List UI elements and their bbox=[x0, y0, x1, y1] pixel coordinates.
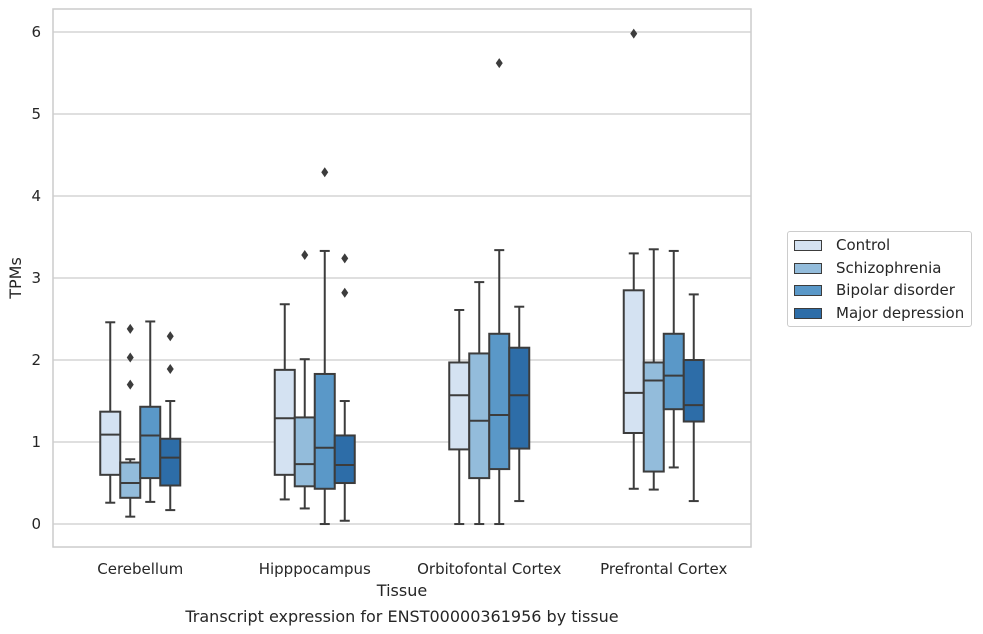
box-prefrontal-cortex-schizophrenia bbox=[642, 248, 665, 491]
legend-item-major-depression: Major depression bbox=[794, 303, 964, 323]
y-tick-label-2: 2 bbox=[31, 351, 41, 369]
box-hipppocampus-control bbox=[273, 303, 296, 501]
box-iqr bbox=[642, 361, 665, 473]
y-tick-label-5: 5 bbox=[31, 105, 41, 123]
outlier-point bbox=[301, 250, 309, 261]
legend-item-schizophrenia: Schizophrenia bbox=[794, 258, 941, 278]
box-iqr bbox=[468, 352, 491, 480]
chart-title: Transcript expression for ENST0000036195… bbox=[184, 607, 618, 626]
box-prefrontal-cortex-bipolar-disorder bbox=[662, 249, 685, 469]
legend-label-major-depression: Major depression bbox=[836, 304, 965, 322]
y-tick-label-0: 0 bbox=[31, 515, 41, 533]
box-iqr bbox=[99, 410, 122, 476]
legend-item-bipolar-disorder: Bipolar disorder bbox=[794, 280, 955, 300]
outlier-point bbox=[321, 167, 329, 178]
box-orbitofontal-cortex-schizophrenia bbox=[468, 281, 491, 526]
box-iqr bbox=[139, 405, 162, 480]
x-tick-labels: Cerebellum Hipppocampus Orbitofontal Corte… bbox=[97, 560, 727, 578]
legend-swatch-control bbox=[794, 239, 822, 251]
box-prefrontal-cortex-control bbox=[622, 28, 645, 490]
box-iqr bbox=[273, 368, 296, 476]
outlier-point bbox=[495, 58, 503, 69]
outlier-point bbox=[126, 379, 134, 390]
y-tick-label-1: 1 bbox=[31, 433, 41, 451]
box-iqr bbox=[508, 346, 531, 450]
y-tick-label-6: 6 bbox=[31, 23, 41, 41]
box-iqr bbox=[293, 416, 316, 488]
outlier-point bbox=[341, 253, 349, 264]
legend: Control Schizophrenia Bipolar disorder M… bbox=[787, 231, 972, 327]
box-orbitofontal-cortex-major-depression bbox=[508, 305, 531, 503]
x-tick-label-prefrontal-cortex: Prefrontal Cortex bbox=[600, 560, 727, 578]
legend-label-schizophrenia: Schizophrenia bbox=[836, 259, 942, 277]
outlier-point bbox=[630, 28, 638, 39]
plot-frame bbox=[52, 8, 752, 548]
box-cerebellum-control bbox=[99, 321, 122, 504]
legend-swatch-schizophrenia bbox=[794, 262, 822, 274]
legend-label-control: Control bbox=[836, 236, 891, 254]
box-iqr bbox=[313, 372, 336, 490]
box-hipppocampus-schizophrenia bbox=[293, 250, 316, 510]
x-tick-label-orbitofontal-cortex: Orbitofontal Cortex bbox=[417, 560, 561, 578]
box-cerebellum-major-depression bbox=[159, 331, 182, 512]
box-iqr bbox=[159, 437, 182, 487]
box-iqr bbox=[448, 361, 471, 451]
x-axis-label: Tissue bbox=[376, 581, 427, 600]
y-tick-label-3: 3 bbox=[31, 269, 41, 287]
box-iqr bbox=[333, 434, 356, 485]
outlier-point bbox=[126, 323, 134, 334]
box-iqr bbox=[488, 332, 511, 471]
y-tick-label-4: 4 bbox=[31, 187, 41, 205]
y-axis-label: TPMs bbox=[6, 257, 25, 300]
legend-item-control: Control bbox=[794, 235, 890, 255]
box-hipppocampus-major-depression bbox=[333, 253, 356, 522]
y-tick-labels: 0 1 2 3 4 5 6 bbox=[31, 23, 41, 533]
box-orbitofontal-cortex-bipolar-disorder bbox=[488, 58, 511, 526]
outlier-point bbox=[166, 364, 174, 375]
legend-label-bipolar-disorder: Bipolar disorder bbox=[836, 281, 955, 299]
box-iqr bbox=[119, 461, 142, 499]
box-prefrontal-cortex-major-depression bbox=[682, 293, 705, 503]
box-iqr bbox=[662, 332, 685, 411]
box-iqr bbox=[682, 359, 705, 423]
outlier-point bbox=[166, 331, 174, 342]
x-tick-label-hipppocampus: Hipppocampus bbox=[259, 560, 371, 578]
box-hipppocampus-bipolar-disorder bbox=[313, 167, 336, 526]
legend-swatch-major-depression bbox=[794, 307, 822, 319]
box-iqr bbox=[622, 289, 645, 435]
legend-swatch-bipolar-disorder bbox=[794, 284, 822, 296]
boxes bbox=[99, 28, 705, 526]
outlier-point bbox=[341, 287, 349, 298]
box-orbitofontal-cortex-control bbox=[448, 308, 471, 526]
box-cerebellum-schizophrenia bbox=[119, 323, 142, 518]
outlier-point bbox=[126, 352, 134, 363]
x-tick-label-cerebellum: Cerebellum bbox=[97, 560, 183, 578]
box-cerebellum-bipolar-disorder bbox=[139, 320, 162, 503]
